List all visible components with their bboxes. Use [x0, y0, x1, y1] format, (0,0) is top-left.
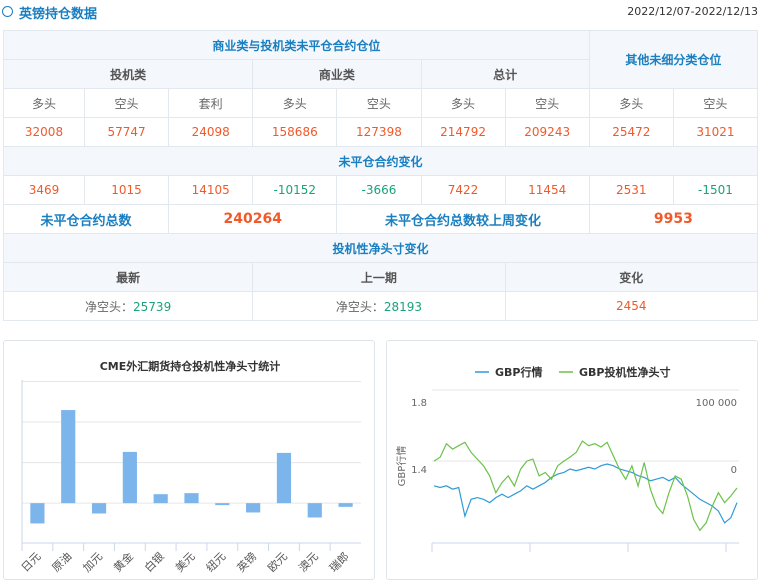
group-header-other: 其他未细分类仓位 — [588, 30, 759, 89]
cell: 11454 — [504, 175, 590, 205]
total-change-label: 未平仓合约总数较上周变化 — [336, 204, 590, 234]
x-tick-label: 加元 — [80, 550, 105, 575]
sub-header: 商业类 — [252, 59, 422, 89]
chart-title: CME外汇期货持仓投机性净头寸统计 — [100, 359, 281, 373]
total-label: 未平仓合约总数 — [2, 204, 170, 234]
cell: 127398 — [336, 117, 422, 147]
cell: 多头 — [588, 88, 674, 118]
net-prefix: 净空头： — [85, 299, 134, 314]
line-chart: GBP行情 GBP投机性净头寸 1.8 1.4 100 000 0 GBP行情 — [395, 365, 739, 552]
cell: 209243 — [504, 117, 590, 147]
cell: 214792 — [420, 117, 506, 147]
cell: 3469 — [3, 175, 85, 205]
cell: 25472 — [588, 117, 674, 147]
x-tick-label: 日元 — [19, 550, 44, 575]
sub-header: 总计 — [420, 59, 590, 89]
cell: 7422 — [420, 175, 506, 205]
x-tick-label: 澳元 — [296, 550, 321, 575]
change-header: 未平仓合约变化 — [3, 146, 758, 176]
page-title: 英镑持仓数据 — [19, 7, 98, 22]
bar-欧元 — [276, 452, 292, 504]
cell: -3666 — [336, 175, 422, 205]
net-col-latest: 最新 — [2, 262, 254, 292]
line-chart-panel: GBP行情 GBP投机性净头寸 1.8 1.4 100 000 0 GBP行情 — [386, 340, 758, 580]
bar-原油 — [61, 410, 76, 504]
total-value: 240264 — [168, 204, 338, 234]
cell: 2531 — [588, 175, 674, 205]
legend-item: GBP行情 — [495, 365, 542, 379]
x-tick-label: 瑞郎 — [326, 549, 351, 574]
left-tick-label: 1.8 — [411, 398, 427, 409]
net-header: 投机性净头寸变化 — [3, 233, 758, 263]
legend-item: GBP投机性净头寸 — [579, 365, 670, 379]
series-line-gbp — [433, 463, 738, 524]
cell: 14105 — [168, 175, 254, 205]
circle-icon — [2, 6, 13, 17]
page-header: 英镑持仓数据 2022/12/07-2022/12/13 — [0, 0, 770, 24]
x-tick-label: 白银 — [141, 549, 166, 574]
positions-table: 商业类与投机类未平仓合约仓位 其他未细分类仓位 投机类 商业类 总计 多头 空头套… — [2, 30, 759, 321]
cell: 空头 — [504, 88, 590, 118]
series-line-net-position — [433, 440, 738, 532]
cell: 多头 — [252, 88, 338, 118]
x-tick-label: 原油 — [49, 549, 74, 574]
bar-日元 — [30, 503, 45, 524]
group-header: 商业类与投机类未平仓合约仓位 — [3, 30, 590, 60]
bar-纽元 — [215, 503, 230, 506]
bar-黄金 — [122, 451, 137, 504]
y-axis-label: GBP行情 — [395, 446, 408, 487]
cell: 多头 — [3, 88, 85, 118]
x-tick-label: 欧元 — [265, 550, 290, 575]
right-tick-label: 100 000 — [696, 398, 737, 409]
x-tick-label: 英镑 — [234, 549, 259, 574]
bar-美元 — [184, 493, 199, 504]
net-latest: 净空头：25739 — [2, 291, 254, 321]
net-change: 2454 — [504, 291, 759, 321]
right-tick-label: 0 — [731, 465, 737, 476]
net-value: 25739 — [133, 299, 172, 314]
cell: 24098 — [168, 117, 254, 147]
net-previous: 净空头：28193 — [252, 291, 506, 321]
bar-chart-panel: CME外汇期货持仓投机性净头寸统计日元 原油 加元 黄金 白银 美元 纽元 英镑 欧元 澳元 瑞郎 — [3, 340, 375, 580]
sub-header: 投机类 — [2, 59, 254, 89]
net-col-previous: 上一期 — [252, 262, 506, 292]
date-range: 2022/12/07-2022/12/13 — [627, 5, 758, 18]
x-tick-label: 美元 — [173, 550, 198, 575]
cell: 多头 — [420, 88, 506, 118]
net-value: 28193 — [383, 299, 423, 314]
bar-白银 — [153, 494, 168, 504]
cell: 空头 — [83, 88, 170, 118]
cell: 1015 — [83, 175, 170, 205]
total-change-value: 9953 — [588, 204, 759, 234]
cell: 57747 — [83, 117, 170, 147]
cell: 158686 — [252, 117, 338, 147]
cell: -1501 — [672, 175, 759, 205]
left-tick-label: 1.4 — [411, 465, 427, 476]
x-tick-label: 黄金 — [111, 549, 136, 574]
cell: 空头 — [336, 88, 422, 118]
bar-瑞郎 — [338, 503, 353, 507]
bar-加元 — [91, 503, 107, 514]
cell: -10152 — [252, 175, 338, 205]
bar-英镑 — [246, 503, 261, 513]
net-prefix: 净空头： — [335, 299, 384, 314]
net-col-change: 变化 — [504, 262, 759, 292]
bar-澳元 — [307, 503, 322, 518]
cell: 32008 — [3, 117, 85, 147]
cell: 空头 — [672, 88, 759, 118]
cell: 套利 — [168, 88, 254, 118]
cell: 31021 — [672, 117, 759, 147]
x-tick-label: 纽元 — [203, 549, 228, 574]
